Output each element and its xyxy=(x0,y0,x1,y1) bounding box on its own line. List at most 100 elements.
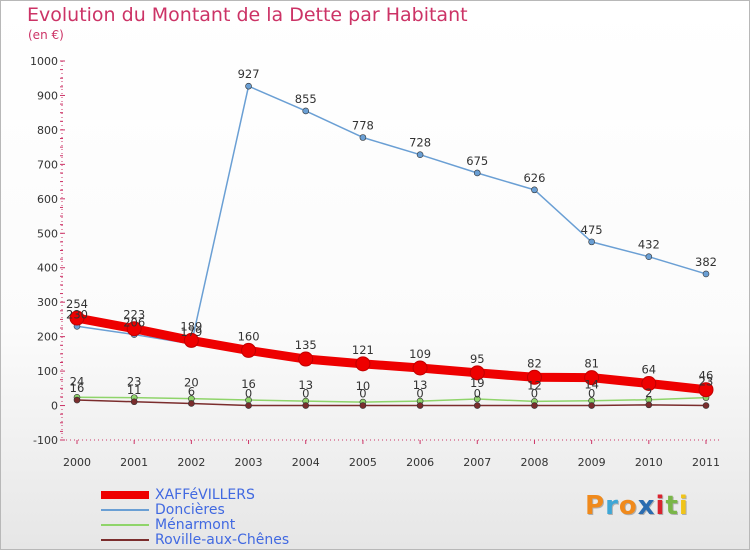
data-label: 0 xyxy=(531,387,538,401)
legend-item: Roville-aux-Chênes xyxy=(101,532,289,548)
data-label: 135 xyxy=(295,338,317,352)
data-point xyxy=(245,82,252,90)
data-label: 20 xyxy=(184,376,199,390)
logo-letter: i xyxy=(655,491,666,521)
y-tick-label: 500 xyxy=(37,227,58,240)
logo-letter: r xyxy=(605,491,619,521)
data-label: 254 xyxy=(66,297,88,311)
data-label: 23 xyxy=(699,375,714,389)
data-point xyxy=(531,186,538,194)
data-point xyxy=(702,270,710,278)
legend-swatch xyxy=(101,539,149,541)
legend-swatch xyxy=(101,509,149,511)
x-tick-label: 2008 xyxy=(520,456,548,469)
legend-swatch xyxy=(101,524,149,526)
x-tick-label: 2009 xyxy=(578,456,606,469)
data-label: 0 xyxy=(245,387,252,401)
y-tick-label: 700 xyxy=(37,158,58,171)
data-point xyxy=(355,356,371,372)
data-label: 206 xyxy=(123,316,145,330)
data-label: 82 xyxy=(527,356,542,370)
data-label: 432 xyxy=(638,238,660,252)
legend-item: Ménarmont xyxy=(101,517,235,533)
data-point xyxy=(588,238,595,246)
data-label: 855 xyxy=(295,92,317,106)
data-label: 0 xyxy=(588,387,595,401)
data-point xyxy=(469,365,485,381)
data-label: 626 xyxy=(523,171,545,185)
data-point xyxy=(302,402,310,409)
axes: -100010020030040050060070080090010002000… xyxy=(30,55,721,469)
legend-label: Roville-aux-Chênes xyxy=(155,532,290,548)
data-label: 64 xyxy=(641,362,656,376)
data-label: 0 xyxy=(416,387,423,401)
data-label: 382 xyxy=(695,255,717,269)
data-point xyxy=(298,351,314,367)
logo-letter: t xyxy=(665,491,679,521)
data-point xyxy=(588,402,595,409)
data-label: 675 xyxy=(466,154,488,168)
data-point xyxy=(645,253,653,261)
data-point xyxy=(584,370,600,386)
data-label: 14 xyxy=(584,378,599,392)
data-label: 10 xyxy=(356,379,371,393)
data-point xyxy=(359,402,367,409)
data-label: 230 xyxy=(66,307,88,321)
data-point xyxy=(73,396,81,404)
data-label: 19 xyxy=(470,376,485,390)
x-tick-label: 2011 xyxy=(692,456,720,469)
data-label: 16 xyxy=(70,381,85,395)
data-point xyxy=(126,321,142,337)
series-line-Doncières xyxy=(76,85,707,345)
data-point xyxy=(698,382,714,398)
y-tick-label: 300 xyxy=(37,296,58,309)
logo-letter: o xyxy=(618,491,638,521)
data-label: 778 xyxy=(352,118,374,132)
data-point xyxy=(473,395,481,403)
legend-swatch xyxy=(101,491,149,499)
data-label: 12 xyxy=(527,378,542,392)
data-label: 121 xyxy=(352,343,374,357)
data-label: 6 xyxy=(188,384,195,398)
data-label: 13 xyxy=(413,378,428,392)
data-point xyxy=(473,402,481,409)
y-tick-label: 1000 xyxy=(30,55,58,68)
data-label: 109 xyxy=(409,347,431,361)
series-line-Roville-aux-Chênes xyxy=(76,399,707,407)
legend-item: XAFFéVILLERS xyxy=(101,487,255,503)
data-point xyxy=(526,369,542,385)
data-label: 728 xyxy=(409,136,431,150)
data-label: 95 xyxy=(470,352,485,366)
data-label: 0 xyxy=(302,387,309,401)
data-label: 179 xyxy=(180,325,202,339)
x-tick-label: 2007 xyxy=(463,456,491,469)
data-label: 0 xyxy=(474,387,481,401)
data-label: 475 xyxy=(581,223,603,237)
data-point xyxy=(359,134,367,141)
legend-label: XAFFéVILLERS xyxy=(155,487,255,503)
data-label: 16 xyxy=(241,377,256,391)
data-point xyxy=(473,169,481,177)
data-label: 160 xyxy=(238,329,260,343)
data-label: 13 xyxy=(298,378,313,392)
data-point xyxy=(302,107,310,115)
y-tick-label: 900 xyxy=(37,89,58,102)
legend-label: Doncières xyxy=(155,502,225,518)
data-label: 11 xyxy=(127,383,142,397)
x-tick-label: 2002 xyxy=(177,456,205,469)
x-tick-label: 2003 xyxy=(235,456,263,469)
chart-title: Evolution du Montant de la Dette par Hab… xyxy=(27,4,468,26)
x-tick-label: 2010 xyxy=(635,456,663,469)
logo-letter: i xyxy=(678,491,689,521)
y-tick-label: 600 xyxy=(37,193,58,206)
series-layer xyxy=(69,82,714,409)
data-point xyxy=(416,402,424,409)
data-point xyxy=(641,375,657,391)
data-label: 223 xyxy=(123,308,145,322)
y-tick-label: -100 xyxy=(33,434,58,447)
data-label: 2 xyxy=(645,386,652,400)
logo-letter: x xyxy=(637,491,656,521)
data-label: 927 xyxy=(238,67,260,81)
